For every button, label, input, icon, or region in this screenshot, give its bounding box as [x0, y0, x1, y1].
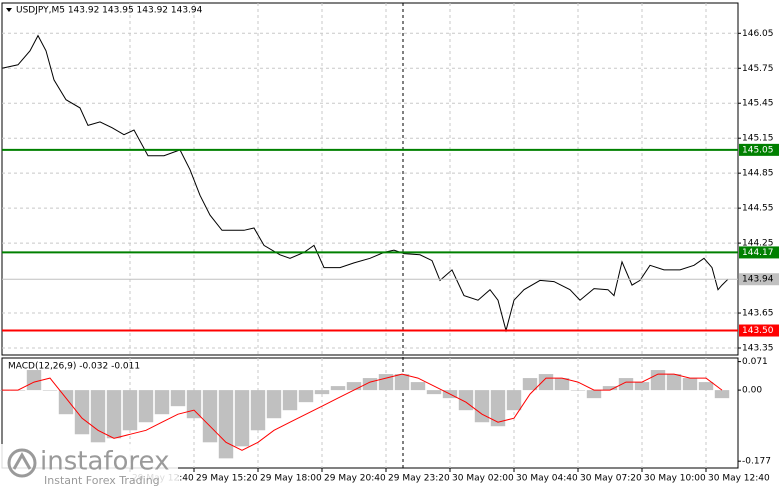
macd-bar — [42, 390, 58, 391]
macd-bar — [138, 390, 154, 423]
y-tick-label: 0.00 — [742, 386, 762, 396]
price-line — [1, 34, 729, 333]
macd-bar — [90, 390, 106, 443]
logo: instaforex Instant Forex Trading — [0, 444, 178, 489]
x-tick-label: 29 May 20:40 — [324, 474, 386, 484]
macd-title: MACD(12,26,9) -0.032 -0.011 — [8, 362, 140, 372]
macd-bar — [298, 390, 314, 403]
y-tick-label: 143.65 — [742, 309, 774, 319]
y-tick-label: 145.45 — [742, 99, 774, 109]
macd-bar — [490, 390, 506, 427]
macd-bar — [234, 390, 250, 447]
macd-bar — [282, 390, 298, 411]
macd-bar — [586, 390, 602, 399]
macd-bar — [426, 390, 442, 395]
x-tick-label: 29 May 15:20 — [196, 474, 258, 484]
macd-bar — [106, 390, 122, 439]
x-tick-label: 30 May 10:00 — [644, 474, 706, 484]
level-tag — [739, 324, 779, 337]
chart-title: USDJPY,M5 143.92 143.95 143.92 143.94 — [16, 6, 203, 16]
logo-name: instaforex — [40, 447, 169, 477]
macd-bar — [650, 370, 666, 391]
logo-icon — [7, 448, 37, 478]
macd-bar — [602, 386, 618, 391]
macd-bar — [202, 390, 218, 443]
level-label: 145.05 — [742, 145, 774, 155]
price-panel — [1, 2, 739, 356]
macd-bar — [314, 390, 330, 395]
macd-bar — [266, 390, 282, 419]
macd-bar — [186, 390, 202, 419]
level-label: 144.17 — [742, 248, 774, 258]
level-label: 143.50 — [742, 326, 774, 336]
level-tag — [739, 143, 779, 156]
macd-bar — [634, 382, 650, 391]
macd-bar — [330, 386, 346, 391]
macd-bar — [554, 378, 570, 391]
macd-bar — [154, 390, 170, 415]
y-tick-label: 145.75 — [742, 64, 774, 74]
x-tick-label: 30 May 07:20 — [580, 474, 642, 484]
x-tick-label: 30 May 12:40 — [708, 474, 770, 484]
level-label: 143.94 — [742, 275, 774, 285]
y-tick-label: 146.05 — [742, 29, 774, 39]
macd-bar — [218, 390, 234, 459]
y-tick-label: 144.25 — [742, 239, 774, 249]
macd-bar — [74, 390, 90, 435]
macd-bar — [506, 390, 522, 411]
y-tick-label: 144.55 — [742, 204, 774, 214]
macd-bar — [58, 390, 74, 415]
macd-bar — [250, 390, 266, 431]
y-tick-label: 0.071 — [742, 357, 768, 367]
x-tick-label: 29 May 23:20 — [388, 474, 450, 484]
macd-bar — [570, 390, 586, 391]
macd-bar — [26, 370, 42, 391]
macd-bar — [538, 374, 554, 391]
macd-bar — [474, 390, 490, 423]
y-tick-label: -0.177 — [742, 457, 771, 467]
macd-bar — [682, 378, 698, 391]
macd-bar — [394, 374, 410, 391]
logo-tagline: Instant Forex Trading — [44, 474, 160, 487]
macd-bar — [410, 382, 426, 391]
x-tick-label: 30 May 02:00 — [452, 474, 514, 484]
macd-bar — [346, 382, 362, 391]
macd-bar — [618, 378, 634, 391]
x-tick-label: 30 May 04:40 — [516, 474, 578, 484]
macd-bar — [378, 374, 394, 391]
macd-bar — [666, 374, 682, 391]
macd-bar — [714, 390, 730, 399]
x-tick-label: 29 May 18:00 — [260, 474, 322, 484]
level-tag — [739, 246, 779, 259]
signal-line — [2, 373, 723, 451]
macd-bar — [122, 390, 138, 431]
macd-bar — [698, 382, 714, 391]
macd-panel — [1, 357, 739, 469]
macd-bar — [170, 390, 186, 407]
level-tag — [739, 273, 779, 286]
y-tick-label: 144.85 — [742, 169, 774, 179]
macd-bar — [522, 378, 538, 391]
menu-arrow — [6, 8, 12, 12]
y-tick-label: 143.35 — [742, 344, 774, 354]
logo-icon-mark — [12, 451, 32, 470]
y-tick-label: 145.15 — [742, 134, 774, 144]
